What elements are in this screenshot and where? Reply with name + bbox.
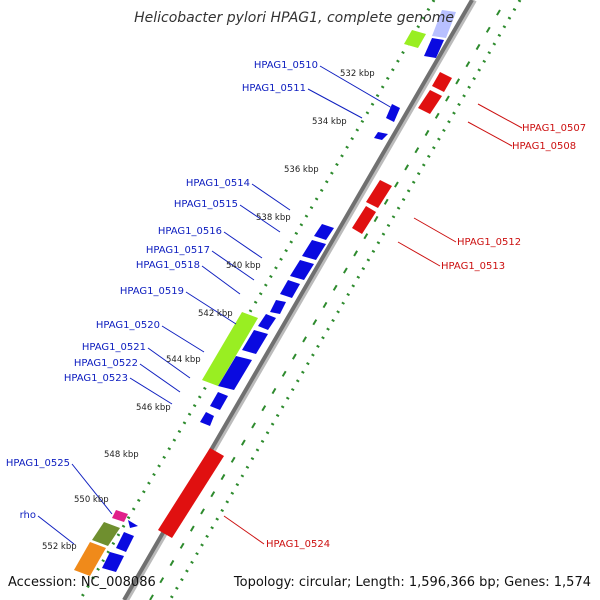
tick-label: 532 kbp: [340, 69, 375, 79]
gene-label-0523[interactable]: HPAG1_0523: [64, 373, 128, 384]
gene-arrow-top-blue[interactable]: [424, 38, 444, 58]
tick-label: 538 kbp: [256, 213, 291, 223]
leader-0518: [201, 265, 241, 295]
accession-text: Accession: NC_008086: [8, 575, 156, 590]
gene-label-rho[interactable]: rho: [20, 510, 36, 521]
gene-arrow-0521[interactable]: [218, 356, 252, 390]
gene-arrow-0516[interactable]: [290, 260, 314, 280]
leader-0516: [223, 231, 263, 259]
reverse-genes: [158, 72, 452, 538]
gene-label-0513[interactable]: HPAG1_0513: [441, 261, 505, 272]
gene-orange-rho[interactable]: [74, 542, 106, 576]
gene-arrow-0513[interactable]: [352, 206, 376, 234]
leader-0517: [211, 250, 255, 281]
gene-arrow-0507[interactable]: [432, 72, 452, 92]
gene-label-0517[interactable]: HPAG1_0517: [146, 245, 210, 256]
leader-0525: [71, 463, 113, 515]
right-gene-labels: HPAG1_0507 HPAG1_0508 HPAG1_0512 HPAG1_0…: [266, 123, 586, 550]
gene-label-0515[interactable]: HPAG1_0515: [174, 199, 238, 210]
gene-arrow-small-1[interactable]: [128, 520, 138, 528]
inner-dashed-track: [149, 9, 501, 600]
leader-rho: [37, 515, 75, 545]
tick-label: 536 kbp: [284, 165, 319, 175]
gene-arrow-0515[interactable]: [302, 240, 326, 260]
forward-genes: [102, 10, 456, 572]
tick-label: 542 kbp: [198, 309, 233, 319]
gene-arrow-0519[interactable]: [258, 314, 276, 330]
leader-lines: [37, 65, 523, 545]
gene-label-0508[interactable]: HPAG1_0508: [512, 141, 576, 152]
leader-0523: [129, 377, 173, 405]
leader-0515: [239, 204, 281, 233]
gene-arrow-0510[interactable]: [386, 104, 400, 122]
gene-arrow-0511[interactable]: [374, 132, 388, 140]
leader-0511: [307, 88, 363, 119]
gene-green-0520[interactable]: [202, 312, 258, 386]
left-gene-labels: HPAG1_0510 HPAG1_0511 HPAG1_0514 HPAG1_0…: [6, 60, 318, 521]
topology-text: Topology: circular; Length: 1,596,366 bp…: [233, 575, 591, 590]
leader-0522: [139, 363, 181, 393]
gene-arrow-0512[interactable]: [366, 180, 392, 208]
gene-label-0522[interactable]: HPAG1_0522: [74, 358, 138, 369]
gene-label-0511[interactable]: HPAG1_0511: [242, 83, 306, 94]
leader-0512: [413, 217, 457, 243]
tick-label: 540 kbp: [226, 261, 261, 271]
tick-label: 552 kbp: [42, 542, 77, 552]
leader-0507: [477, 103, 523, 129]
gene-arrow-0520[interactable]: [242, 330, 268, 354]
leader-0508: [467, 121, 513, 147]
gene-label-0521[interactable]: HPAG1_0521: [82, 342, 146, 353]
gene-label-0524[interactable]: HPAG1_0524: [266, 539, 330, 550]
tick-label: 544 kbp: [166, 355, 201, 365]
tick-label: 550 kbp: [74, 495, 109, 505]
gene-green-top[interactable]: [404, 30, 426, 48]
gene-label-0516[interactable]: HPAG1_0516: [158, 226, 222, 237]
gene-arrow-0523[interactable]: [200, 412, 214, 426]
genome-title: Helicobacter pylori HPAG1, complete geno…: [134, 10, 454, 26]
gene-arrow-0508[interactable]: [418, 90, 442, 114]
outer-dotted-track: [78, 0, 436, 600]
leader-0521: [147, 347, 191, 379]
gene-label-0520[interactable]: HPAG1_0520: [96, 320, 160, 331]
leader-0510: [319, 65, 393, 109]
gene-olive[interactable]: [92, 522, 120, 546]
gene-arrow-rho-a[interactable]: [116, 532, 134, 552]
leader-0519: [185, 291, 237, 325]
tick-label: 548 kbp: [104, 450, 139, 460]
gene-arrow-0514[interactable]: [314, 224, 334, 240]
tick-label: 546 kbp: [136, 403, 171, 413]
gene-arrow-0517[interactable]: [280, 280, 300, 298]
gene-arrow-0524[interactable]: [158, 448, 224, 538]
leader-0520: [161, 325, 205, 353]
gene-label-0519[interactable]: HPAG1_0519: [120, 286, 184, 297]
gene-magenta-0525[interactable]: [112, 510, 128, 522]
gene-label-0512[interactable]: HPAG1_0512: [457, 237, 521, 248]
inner-dotted-track: [168, 0, 522, 600]
gene-label-0507[interactable]: HPAG1_0507: [522, 123, 586, 134]
tick-labels: 532 kbp 534 kbp 536 kbp 538 kbp 540 kbp …: [42, 69, 375, 552]
leader-0514: [251, 183, 291, 211]
gene-arrow-top-lilac[interactable]: [432, 10, 456, 38]
gene-label-0510[interactable]: HPAG1_0510: [254, 60, 318, 71]
gene-label-0514[interactable]: HPAG1_0514: [186, 178, 250, 189]
special-genes: [74, 30, 426, 576]
gene-label-0525[interactable]: HPAG1_0525: [6, 458, 70, 469]
gene-arrow-0518[interactable]: [270, 300, 286, 314]
gene-arrow-rho-b[interactable]: [102, 552, 124, 572]
gene-label-0518[interactable]: HPAG1_0518: [136, 260, 200, 271]
gene-arrow-0522[interactable]: [210, 392, 228, 410]
tick-label: 534 kbp: [312, 117, 347, 127]
leader-0524: [223, 515, 265, 545]
leader-0513: [397, 241, 441, 267]
